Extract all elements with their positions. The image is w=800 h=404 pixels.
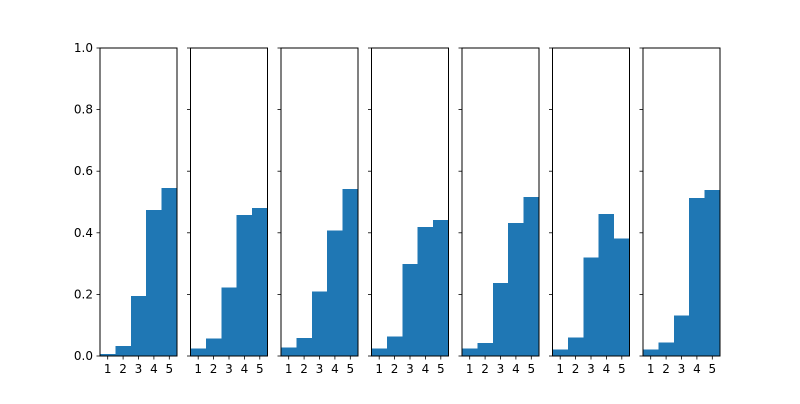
y-tick-label: 1.0 (74, 41, 93, 55)
bar-panel-3-3 (311, 291, 328, 356)
bar-panel-3-2 (296, 338, 312, 356)
bar-panel-1-3 (130, 296, 147, 356)
x-tick-label: 2 (300, 362, 308, 376)
bar-panel-5-3 (492, 283, 509, 356)
bar-panel-1-5 (161, 188, 177, 356)
x-tick-label: 3 (678, 362, 686, 376)
x-tick-label: 3 (225, 362, 233, 376)
bar-panel-3-4 (327, 230, 343, 356)
x-tick-label: 4 (241, 362, 249, 376)
bar-panel-6-5 (614, 238, 630, 356)
x-tick-label: 3 (406, 362, 414, 376)
x-tick-label: 1 (285, 362, 293, 376)
x-tick-label: 3 (316, 362, 324, 376)
x-tick-label: 2 (119, 362, 127, 376)
bar-panel-1-1 (100, 354, 116, 356)
x-tick-label: 3 (587, 362, 595, 376)
bar-panel-7-3 (673, 315, 690, 356)
x-tick-label: 5 (618, 362, 626, 376)
x-tick-label: 1 (194, 362, 202, 376)
x-tick-label: 4 (693, 362, 701, 376)
x-tick-label: 5 (437, 362, 445, 376)
bar-panel-2-4 (236, 214, 253, 356)
bar-panel-6-3 (583, 257, 599, 356)
bar-panel-5-5 (523, 197, 539, 356)
x-tick-label: 4 (512, 362, 520, 376)
bar-panel-4-5 (433, 220, 449, 356)
x-tick-label: 1 (375, 362, 383, 376)
panel-1: 1 2 3 4 5 0.0 0.2 0.4 0.6 0.8 1.0 (74, 41, 178, 376)
x-tick-label: 5 (527, 362, 535, 376)
bar-panel-7-4 (689, 197, 705, 356)
x-tick-label: 4 (422, 362, 430, 376)
x-tick-label: 1 (104, 362, 112, 376)
bar-panel-5-1 (462, 348, 478, 356)
bar-panel-4-2 (386, 336, 403, 356)
bar-panel-7-2 (658, 342, 674, 356)
bar-panel-4-1 (371, 348, 387, 356)
y-tick-label: 0.4 (74, 226, 93, 240)
bar-panel-3-5 (342, 189, 358, 356)
x-tick-label: 4 (150, 362, 158, 376)
bar-panel-1-4 (146, 210, 162, 356)
x-tick-label: 1 (647, 362, 655, 376)
x-tick-label: 1 (556, 362, 564, 376)
x-tick-label: 3 (497, 362, 505, 376)
bar-panel-2-5 (252, 208, 268, 356)
bar-panel-7-1 (643, 349, 659, 356)
x-tick-label: 5 (256, 362, 264, 376)
x-tick-label: 2 (391, 362, 399, 376)
bar-panel-7-5 (704, 189, 720, 356)
x-tick-label: 2 (662, 362, 670, 376)
x-tick-label: 2 (481, 362, 489, 376)
bar-panel-2-2 (205, 338, 222, 356)
bar-panel-4-3 (402, 264, 418, 356)
y-tick-label: 0.6 (74, 164, 93, 178)
x-tick-label: 2 (572, 362, 580, 376)
x-tick-label: 5 (346, 362, 354, 376)
x-tick-label: 1 (466, 362, 474, 376)
bar-panel-1-2 (115, 346, 131, 356)
bar-panel-2-3 (221, 287, 237, 356)
bar-panel-5-2 (477, 343, 493, 356)
x-tick-label: 3 (135, 362, 143, 376)
x-tick-label: 5 (165, 362, 173, 376)
bar-panel-2-1 (190, 348, 206, 356)
y-tick-label: 0.8 (74, 103, 93, 117)
bar-panel-6-1 (552, 349, 568, 356)
x-tick-label: 4 (331, 362, 339, 376)
bar-panel-3-1 (281, 347, 297, 356)
bar-panel-6-4 (598, 214, 615, 356)
x-tick-label: 4 (603, 362, 611, 376)
y-tick-label: 0.2 (74, 287, 93, 301)
bar-panel-5-4 (508, 222, 524, 356)
x-tick-label: 2 (210, 362, 218, 376)
bar-panel-4-4 (417, 226, 434, 356)
x-tick-label: 5 (708, 362, 716, 376)
y-tick-label: 0.0 (74, 349, 93, 363)
bar-panel-6-2 (567, 337, 584, 356)
